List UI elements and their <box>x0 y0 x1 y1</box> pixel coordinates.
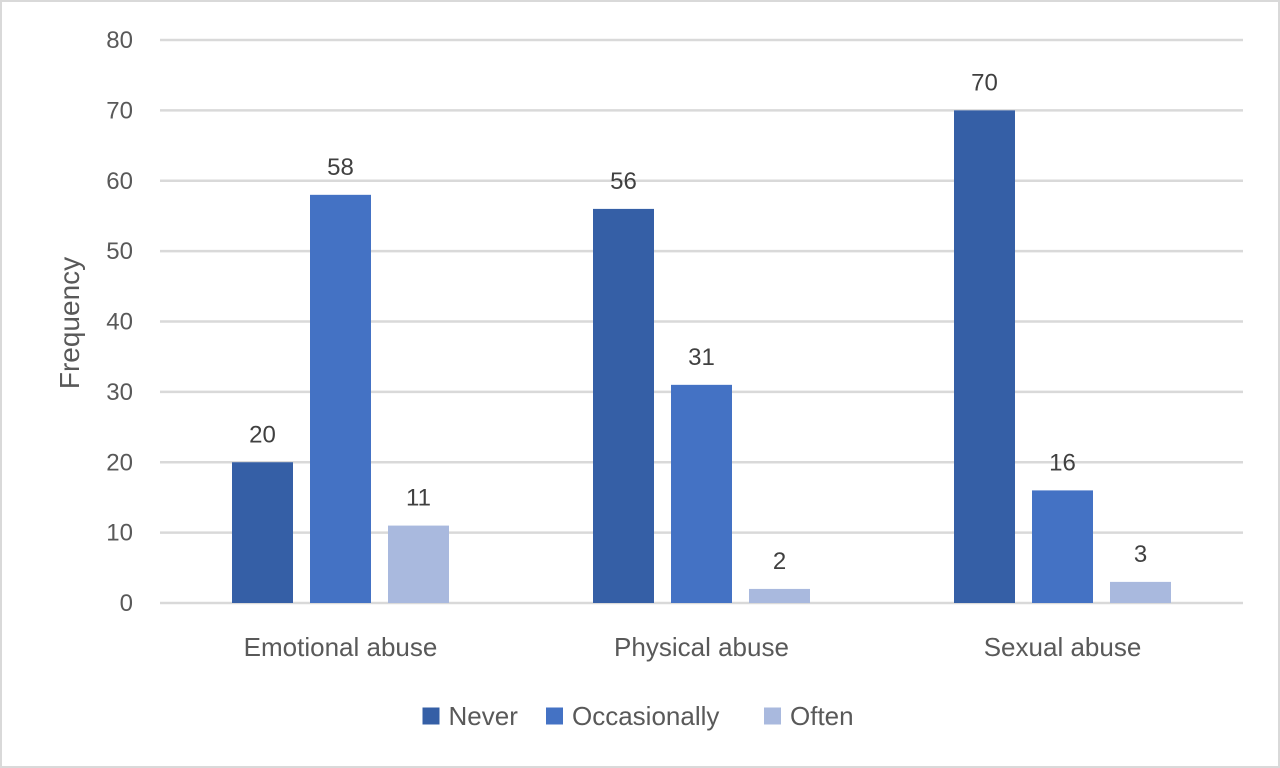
data-label: 16 <box>1049 449 1076 476</box>
legend-label: Often <box>790 701 854 731</box>
data-label: 3 <box>1134 541 1147 568</box>
bar-occasionally <box>671 384 732 603</box>
y-tick-label: 80 <box>106 27 133 54</box>
bar-never <box>232 462 293 603</box>
y-axis-ticks: 0 10 20 30 40 50 60 70 80 <box>106 27 133 617</box>
legend-swatch <box>546 707 563 725</box>
bar-occasionally <box>1032 490 1093 603</box>
legend-swatch <box>764 707 781 725</box>
legend: Never Occasionally Often <box>422 701 854 731</box>
data-label: 58 <box>327 154 354 181</box>
y-tick-label: 30 <box>106 379 133 406</box>
data-labels: 20 58 11 56 31 2 70 16 3 <box>249 69 1147 575</box>
x-category-label: Emotional abuse <box>244 632 438 662</box>
x-axis-categories: Emotional abuse Physical abuse Sexual abus… <box>244 632 1142 662</box>
legend-item-often: Often <box>764 701 854 731</box>
bar-never <box>954 110 1015 603</box>
data-label: 2 <box>773 548 786 575</box>
data-label: 56 <box>610 168 637 195</box>
x-category-label: Sexual abuse <box>984 632 1142 662</box>
bar-often <box>1110 581 1171 603</box>
y-axis-title: Frequency <box>54 257 85 389</box>
y-tick-label: 50 <box>106 238 133 265</box>
data-label: 11 <box>406 485 431 512</box>
data-label: 31 <box>688 344 715 371</box>
y-tick-label: 60 <box>106 168 133 195</box>
legend-label: Never <box>449 701 519 731</box>
y-tick-label: 20 <box>106 449 133 476</box>
bar-often <box>388 525 449 603</box>
data-label: 70 <box>971 69 998 96</box>
y-tick-label: 0 <box>120 590 133 617</box>
bar-never <box>593 208 654 603</box>
bar-often <box>749 588 810 603</box>
y-tick-label: 70 <box>106 97 133 124</box>
legend-item-occasionally: Occasionally <box>546 701 719 731</box>
legend-label: Occasionally <box>572 701 719 731</box>
legend-item-never: Never <box>422 701 519 731</box>
x-category-label: Physical abuse <box>614 632 789 662</box>
y-tick-label: 10 <box>106 520 133 547</box>
legend-swatch <box>422 707 440 725</box>
data-label: 20 <box>249 421 276 448</box>
y-tick-label: 40 <box>106 309 133 336</box>
bar-occasionally <box>310 194 371 603</box>
bars <box>232 110 1171 603</box>
